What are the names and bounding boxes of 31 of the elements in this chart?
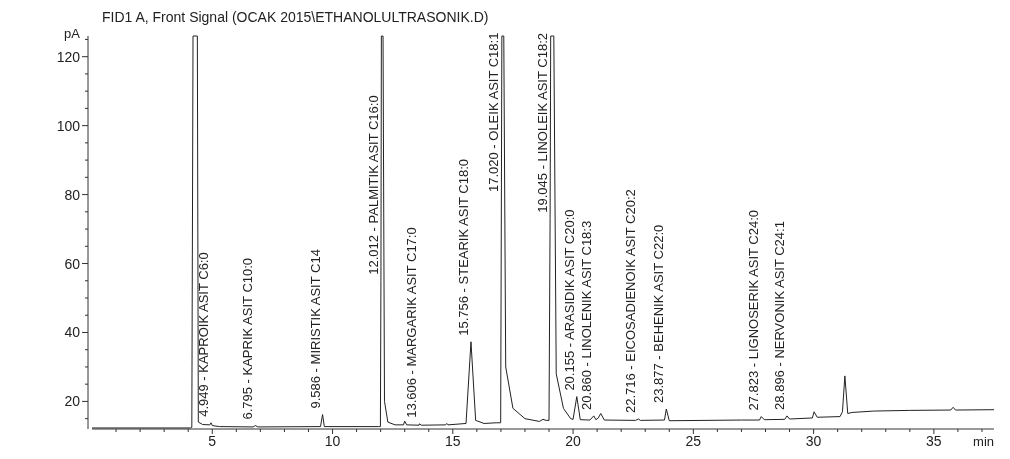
annotation: 15.756 - STEARIK ASIT C18:0 [455, 158, 471, 336]
annotation: 19.045 - LINOLEIK ASIT C18:2 [535, 33, 551, 213]
annotation: 20.860 - LINOLENIK ASIT C18:3 [578, 220, 594, 410]
annotation: 17.020 - OLEIK ASIT C18:1 [486, 32, 502, 193]
annotation: 23.877 - BEHENIK ASIT C22:0 [651, 224, 667, 404]
annotation: 6.795 - KAPRIK ASIT C10:0 [240, 257, 256, 420]
y-tick-label: 20 [64, 393, 81, 410]
y-tick-label: 120 [56, 48, 81, 65]
annotation: 12.012 - PALMITIK ASIT C16:0 [365, 95, 381, 275]
x-tick-label: 10 [324, 433, 341, 449]
y-tick-label: 80 [64, 186, 81, 203]
annotation: 28.896 - NERVONIK ASIT C24:1 [772, 221, 788, 410]
annotation: 4.949 - KAPROIK ASIT C6:0 [196, 252, 212, 417]
x-tick-label: 15 [445, 433, 461, 449]
y-tick-label: 60 [64, 255, 81, 272]
y-tick-label: 40 [64, 324, 81, 341]
x-axis-title: min [973, 434, 994, 449]
x-tick-label: 5 [208, 433, 217, 449]
y-tick-label: 100 [56, 117, 81, 134]
chart-title: FID1 A, Front Signal (OCAK 2015\ETHANOLULTRASONIK.D) [102, 9, 489, 25]
x-tick-label: 25 [685, 433, 702, 449]
annotation: 27.823 - LIGNOSERIK ASIT C24:0 [746, 209, 762, 411]
line-series [92, 35, 994, 429]
annotation: 20.155 - ARASIDIK ASIT C20:0 [561, 209, 577, 391]
annotation: 13.606 - MARGARIK ASIT C17:0 [404, 227, 420, 418]
annotation: 9.586 - MIRISTIK ASIT C14 [307, 249, 323, 409]
x-tick-label: 30 [805, 433, 822, 449]
annotation: 22.716 - EICOSADIENOIK ASIT C20:2 [623, 189, 639, 413]
x-tick-label: 20 [565, 433, 582, 449]
x-tick-label: 35 [926, 433, 942, 449]
y-axis-title: pA [64, 26, 81, 41]
